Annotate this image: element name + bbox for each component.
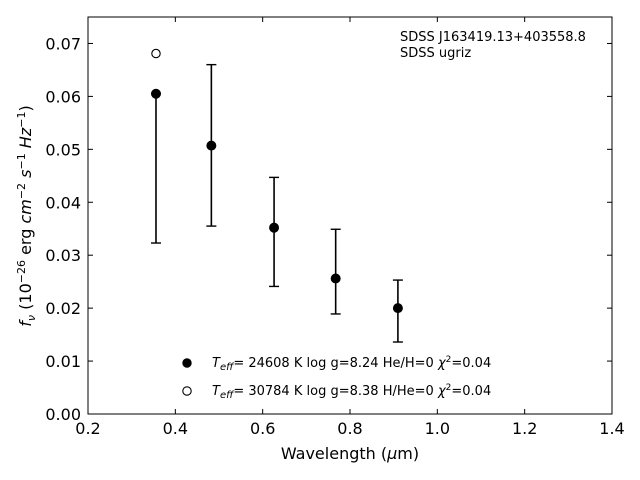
y-axis-ticks: 0.00 0.01 0.02 0.03 0.04 0.05 0.06 0.07 — [45, 34, 612, 424]
observed-point — [206, 140, 217, 151]
y-tick-label: 0.04 — [45, 193, 81, 212]
x-tick-label: 1.2 — [512, 419, 537, 438]
legend: Teff= 24608 K log g=8.24 He/H=0 χ2=0.04 … — [182, 355, 491, 401]
observed-point — [150, 88, 161, 99]
legend-marker-filled — [182, 358, 192, 368]
plot-area — [87, 16, 613, 415]
data-points — [150, 48, 403, 314]
y-tick-label: 0.02 — [45, 299, 81, 318]
y-tick-label: 0.06 — [45, 87, 81, 106]
x-tick-label: 0.2 — [75, 419, 100, 438]
observed-point — [392, 303, 403, 314]
x-tick-label: 0.6 — [250, 419, 275, 438]
model-point-open — [151, 48, 161, 59]
x-tick-label: 1.4 — [599, 419, 624, 438]
legend-marker-open — [182, 386, 192, 396]
annotation-survey: SDSS ugriz — [400, 46, 471, 61]
annotation-object-name: SDSS J163419.13+403558.8 — [400, 30, 586, 45]
observed-point — [269, 222, 280, 233]
y-tick-label: 0.01 — [45, 352, 81, 371]
x-tick-label: 0.8 — [337, 419, 362, 438]
x-tick-label: 0.4 — [163, 419, 188, 438]
y-tick-label: 0.03 — [45, 246, 81, 265]
x-axis-ticks: 0.2 0.4 0.6 0.8 1.0 1.2 1.4 — [75, 17, 625, 438]
legend-label-2: Teff= 30784 K log g=8.38 H/He=0 χ2=0.04 — [212, 383, 491, 401]
y-tick-label: 0.05 — [45, 140, 81, 159]
y-tick-label: 0.00 — [45, 405, 81, 424]
legend-label-1: Teff= 24608 K log g=8.24 He/H=0 χ2=0.04 — [212, 355, 491, 373]
x-tick-label: 1.0 — [425, 419, 450, 438]
x-axis-label: Wavelength (μm) — [281, 444, 419, 463]
y-tick-label: 0.07 — [45, 34, 81, 53]
y-axis-label: fν (10−26 erg cm−2 s−1 Hz−1) — [15, 105, 38, 326]
observed-point — [330, 273, 341, 284]
